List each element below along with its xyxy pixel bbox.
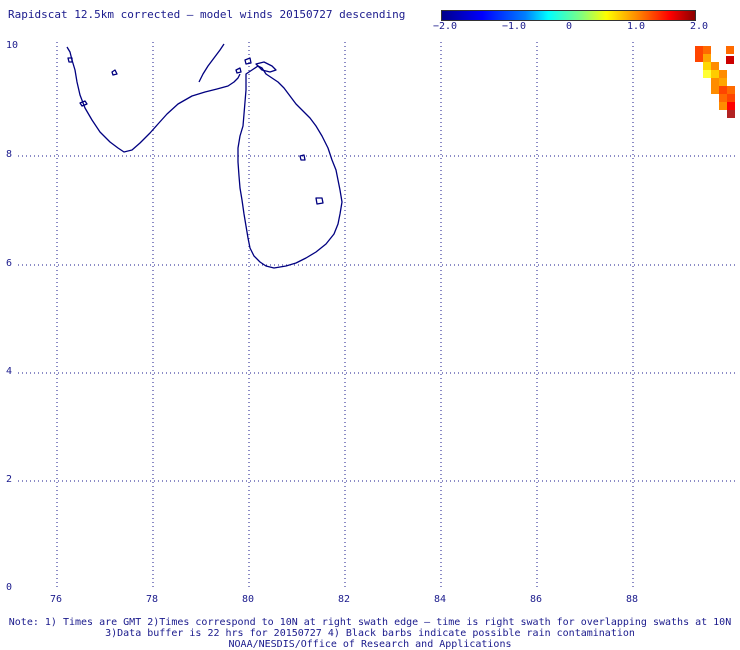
colorbar: [441, 10, 696, 21]
lon-label-78: 78: [146, 594, 159, 605]
coastline-island: [244, 57, 252, 65]
colorbar-tick: −1.0: [502, 21, 527, 32]
lon-label-82: 82: [338, 594, 351, 605]
swath-cell: [719, 78, 727, 86]
swath-cell: [711, 70, 719, 78]
lat-gridlines: [18, 155, 738, 482]
swath-cell: [695, 46, 703, 54]
swath-cell: [711, 78, 719, 86]
colorbar-tick: −2.0: [433, 21, 458, 32]
coastline-jaffna: [255, 61, 277, 73]
lon-label-84: 84: [434, 594, 447, 605]
lat-label-10: 10: [6, 40, 19, 51]
lon-label-76: 76: [50, 594, 63, 605]
swath-cell: [726, 56, 734, 64]
note-line-1: Note: 1) Times are GMT 2)Times correspon…: [8, 617, 732, 628]
swath-cell: [703, 62, 711, 70]
coastline: [66, 43, 343, 269]
swath-cell: [719, 70, 727, 78]
colorbar-tick: 1.0: [627, 21, 646, 32]
wind-swath-cells: [695, 46, 735, 118]
swath-cell: [703, 54, 711, 62]
swath-cell: [727, 94, 735, 102]
swath-cell: [703, 70, 711, 78]
coastline-island: [111, 69, 118, 76]
coastline-india-north: [198, 43, 225, 83]
lat-label-2: 2: [6, 474, 13, 485]
swath-cell: [703, 46, 711, 54]
coastline-india: [66, 46, 241, 153]
lon-label-86: 86: [530, 594, 543, 605]
coastline-islet: [299, 154, 306, 161]
coastline-island: [79, 100, 88, 107]
swath-cell: [711, 62, 719, 70]
lon-gridlines: [56, 42, 634, 590]
lat-label-0: 0: [6, 582, 13, 593]
lon-label-80: 80: [242, 594, 255, 605]
swath-cell: [726, 46, 734, 54]
swath-cell: [711, 86, 719, 94]
note-line-3: NOAA/NESDIS/Office of Research and Appli…: [228, 639, 512, 650]
coastline-island: [235, 67, 242, 74]
lat-label-8: 8: [6, 149, 13, 160]
lat-label-6: 6: [6, 258, 13, 269]
lat-label-4: 4: [6, 366, 13, 377]
map-title: Rapidscat 12.5km corrected – model winds…: [8, 8, 406, 21]
lon-label-88: 88: [626, 594, 639, 605]
swath-cell: [695, 54, 703, 62]
colorbar-tick: 2.0: [690, 21, 709, 32]
swath-cell: [719, 86, 727, 94]
note-line-2: 3)Data buffer is 22 hrs for 20150727 4) …: [105, 628, 635, 639]
swath-cell: [719, 102, 727, 110]
swath-cell: [727, 102, 735, 110]
coastline-islet: [315, 197, 324, 205]
swath-cell: [727, 86, 735, 94]
colorbar-tick: 0: [566, 21, 573, 32]
coastline-sri-lanka: [237, 65, 343, 269]
swath-cell: [727, 110, 735, 118]
swath-cell: [719, 94, 727, 102]
coastline-island: [67, 57, 73, 63]
